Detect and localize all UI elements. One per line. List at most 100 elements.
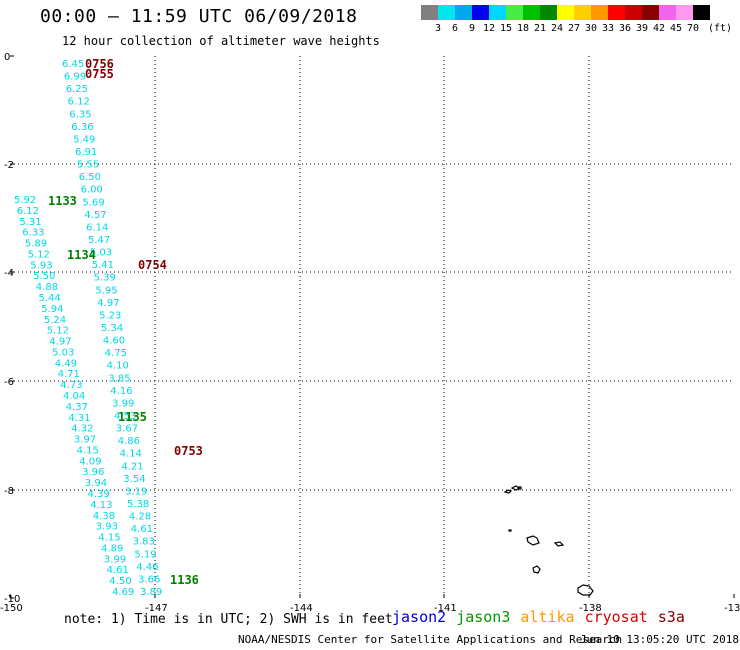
swh-value: 4.15 (98, 533, 120, 544)
swh-value: 5.47 (88, 235, 110, 246)
axis-labels: -150 -147 -144 -141 -138 -13 0 -2 -4 -6 -8 -10 (0, 52, 740, 614)
page-subtitle: 12 hour collection of altimeter wave hei… (62, 34, 380, 48)
legend-label: 24 (550, 23, 564, 34)
page-title: 00:00 – 11:59 UTC 06/09/2018 (40, 6, 358, 27)
swh-value: 5.55 (77, 160, 99, 171)
satellite-label: jason3 (456, 608, 511, 626)
swh-value: 4.10 (107, 361, 129, 372)
pass-time-label: 0756 (85, 57, 114, 71)
swh-value: 3.93 (96, 522, 118, 533)
legend-label: 39 (635, 23, 649, 34)
swh-value: 4.73 (60, 380, 82, 391)
swh-value: 5.03 (90, 248, 112, 259)
legend-swatch (642, 5, 659, 20)
y-axis-label: -10 (4, 594, 20, 605)
pass-time-label: 1133 (48, 194, 77, 208)
x-axis-label: -141 (434, 603, 457, 614)
swh-value: 3.85 (108, 373, 130, 384)
pass-time-label: 0754 (138, 258, 167, 272)
legend-label: 12 (482, 23, 496, 34)
island-outline (553, 541, 565, 547)
swh-value: 4.88 (36, 282, 58, 293)
satellite-label: cryosat (584, 608, 648, 626)
swh-value: 5.49 (73, 134, 95, 145)
swh-value: 3.94 (85, 478, 107, 489)
legend-swatch (540, 5, 557, 20)
swh-value: 5.89 (25, 239, 47, 250)
pass-time-label: 1136 (170, 573, 199, 587)
y-axis-label: -4 (4, 268, 14, 279)
legend-label: 33 (601, 23, 615, 34)
legend-swatch (557, 5, 574, 20)
swh-value: 3.54 (123, 474, 145, 485)
swh-value: 5.69 (82, 197, 104, 208)
swh-value: 5.38 (127, 499, 149, 510)
legend-swatch (455, 5, 472, 20)
legend-swatch (625, 5, 642, 20)
swh-value: 4.71 (58, 369, 80, 380)
swh-value: 4.14 (120, 449, 142, 460)
swh-value: 4.32 (71, 424, 93, 435)
y-axis-label: -8 (4, 486, 14, 497)
legend-swatch (659, 5, 676, 20)
island-outline (510, 485, 521, 491)
map-grid (9, 55, 735, 599)
swh-value: 5.95 (95, 285, 117, 296)
swh-value: 6.00 (81, 185, 103, 196)
swh-value: 4.21 (121, 461, 143, 472)
swh-value: 3.66 (138, 574, 160, 585)
legend-unit: (ft) (708, 23, 733, 34)
legend-swatch (489, 5, 506, 20)
credit-text: NOAA/NESDIS Center for Satellite Applica… (238, 633, 623, 646)
swh-value: 4.97 (49, 337, 71, 348)
x-axis-label: -150 (0, 603, 23, 614)
swh-value: 6.91 (75, 147, 97, 158)
pass-time-label: 0755 (85, 67, 114, 81)
swh-value: 5.34 (101, 323, 123, 334)
swh-value: 4.97 (97, 298, 119, 309)
swh-value: 4.53 (114, 411, 136, 422)
swh-value: 5.41 (92, 260, 114, 271)
swh-value: 6.12 (68, 97, 90, 108)
swh-value: 4.46 (136, 562, 158, 573)
legend-swatch (438, 5, 455, 20)
swh-value: 3.99 (104, 554, 126, 565)
satellite-label: s3a (657, 608, 685, 626)
swh-value: 4.39 (88, 489, 110, 500)
hawaiian-islands (503, 485, 594, 596)
y-axis-label: 0 (4, 52, 10, 63)
legend-label: 45 (669, 23, 683, 34)
legend-label: 9 (468, 23, 476, 34)
legend-label: 70 (686, 23, 700, 34)
swh-value: 4.60 (103, 336, 125, 347)
legend-label: 6 (451, 23, 459, 34)
note-text: note: 1) Time is in UTC; 2) SWH is in fe… (64, 612, 393, 627)
swh-value: 6.50 (79, 172, 101, 183)
swh-value: 6.14 (86, 222, 108, 233)
satellite-legend: jason2 jason3 altika cryosat s3a (392, 608, 695, 626)
swh-value: 3.67 (116, 424, 138, 435)
legend-swatch (523, 5, 540, 20)
swh-value: 5.44 (39, 293, 61, 304)
swh-value: 3.99 (112, 398, 134, 409)
x-axis-label: -138 (579, 603, 602, 614)
island-outline (518, 486, 522, 490)
legend-label: 42 (652, 23, 666, 34)
altimeter-tracks: 6.456.996.256.126.356.365.496.915.556.50… (14, 59, 162, 598)
swh-value: 4.89 (101, 543, 123, 554)
swh-value: 4.49 (55, 358, 77, 369)
swh-value: 3.83 (133, 537, 155, 548)
swh-value: 4.50 (109, 576, 131, 587)
x-axis-label: -144 (290, 603, 313, 614)
island-outline (503, 489, 513, 494)
generated-timestamp: Jun 10 13:05:20 UTC 2018 (580, 633, 739, 646)
swh-value: 3.97 (74, 435, 96, 446)
legend-label: 27 (567, 23, 581, 34)
legend-swatch (676, 5, 693, 20)
swh-value: 4.13 (90, 500, 112, 511)
swh-value: 5.94 (41, 304, 63, 315)
satellite-label: altika (520, 608, 575, 626)
swh-value: 5.39 (94, 273, 116, 284)
